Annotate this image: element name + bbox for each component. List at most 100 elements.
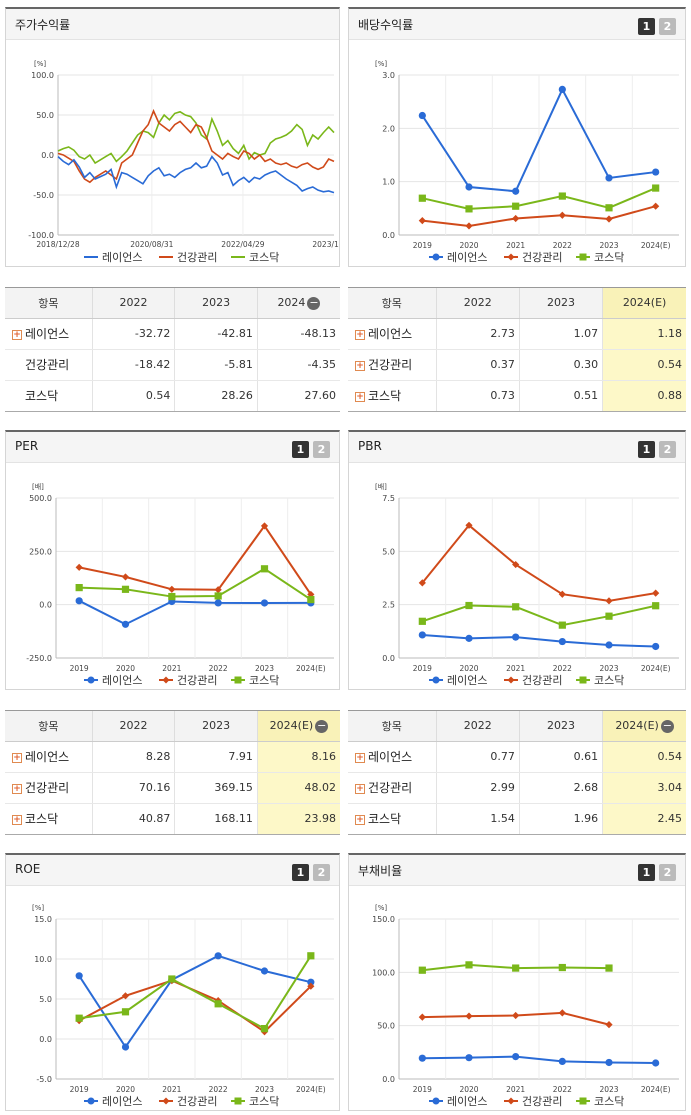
data-point [214, 599, 222, 607]
column-header: 항목 [348, 288, 437, 319]
data-point [214, 952, 222, 960]
x-tick-label: 2022 [553, 1085, 572, 1094]
value-cell: 0.73 [436, 380, 520, 411]
x-tick-label: 2024(E) [641, 1085, 671, 1094]
legend-label: 레이언스 [447, 674, 487, 687]
y-unit-label: [배] [375, 482, 387, 491]
tab-2[interactable]: 2 [313, 864, 330, 881]
data-point [558, 621, 566, 629]
data-point [512, 964, 520, 972]
row-label: 레이언스 [368, 750, 413, 764]
tab-2[interactable]: 2 [659, 441, 676, 458]
legend-marker [579, 1097, 587, 1105]
row-label: 건강관리 [368, 358, 413, 372]
series-line [78, 599, 311, 626]
legend-marker [507, 676, 515, 684]
column-header-label: 항목 [381, 296, 402, 310]
collapse-minus-icon[interactable]: − [660, 718, 674, 733]
tab-1[interactable]: 1 [638, 864, 655, 881]
series-line [79, 955, 312, 1030]
data-point [75, 584, 83, 592]
series-line [57, 108, 335, 184]
tab-1[interactable]: 1 [638, 441, 655, 458]
x-tick-label: 2021 [162, 664, 181, 673]
legend-label: 코스닥 [249, 674, 279, 687]
data-point [260, 1025, 269, 1033]
row-label-cell: + 코스닥 [348, 803, 437, 834]
expand-plus-icon[interactable]: + [355, 783, 365, 794]
expand-plus-icon[interactable]: + [355, 329, 365, 340]
collapse-minus-icon[interactable]: − [315, 718, 329, 733]
row-label: 코스닥 [25, 812, 59, 827]
x-tick-label: 2022 [209, 1085, 228, 1094]
y-tick-label: 3.0 [382, 71, 395, 80]
legend-label: 레이언스 [102, 251, 142, 264]
data-point [168, 592, 176, 601]
data-table: 항목 2022 2023 2024(E) − + 레이언스 0.77 0.61 0.54 + 건강관리… [348, 711, 686, 834]
tab-2[interactable]: 2 [313, 441, 330, 458]
legend-label: 건강관리 [522, 1095, 562, 1108]
y-tick-label: 100.0 [372, 968, 395, 977]
column-header: 2023 [519, 711, 604, 742]
value-cell: 28.26 [174, 380, 258, 411]
tab-1[interactable]: 1 [292, 864, 309, 881]
y-tick-label: 100.0 [31, 71, 54, 80]
value-cell: 0.54 [602, 349, 686, 381]
value-cell: 0.88 [602, 380, 686, 411]
value-cell: 8.28 [92, 741, 176, 773]
data-point [558, 1057, 566, 1065]
x-tick-label: 2023 [255, 1085, 274, 1094]
x-tick-label: 2022/04/29 [221, 240, 264, 249]
legend-label: 코스닥 [594, 1095, 624, 1108]
row-label: 건강관리 [368, 781, 413, 795]
panel-header: 주가수익률 [6, 9, 339, 40]
x-tick-label: 2020 [116, 664, 135, 673]
stock-return-table: 항목 2022 2023 2024− + 레이언스 -32.72 -42.81 -48.13 건강… [5, 287, 340, 412]
data-point [418, 631, 426, 639]
x-tick-label: 2022 [209, 664, 228, 673]
column-header-label: 2022 [119, 719, 148, 733]
y-unit-label: [%] [375, 904, 387, 912]
data-point [418, 617, 426, 625]
expand-plus-icon[interactable]: + [355, 752, 365, 763]
row-label: 코스닥 [368, 389, 402, 404]
series-line [57, 155, 335, 194]
column-header: 2024(E) − [602, 711, 686, 742]
data-point [260, 599, 269, 607]
tab-2[interactable]: 2 [659, 864, 676, 881]
tab-1[interactable]: 1 [638, 18, 655, 35]
legend-label: 코스닥 [249, 1095, 279, 1108]
table-row: + 코스닥 40.87 168.11 23.98 [5, 803, 340, 834]
expand-plus-icon[interactable]: + [12, 814, 22, 825]
column-header-label: 항목 [381, 719, 402, 733]
tab-1[interactable]: 1 [292, 441, 309, 458]
expand-plus-icon[interactable]: + [355, 814, 365, 825]
expand-plus-icon[interactable]: + [355, 391, 365, 402]
column-header-label: 2022 [119, 296, 148, 310]
value-cell: 27.60 [304, 389, 337, 403]
data-point [121, 585, 130, 593]
y-tick-label: 50.0 [377, 1022, 395, 1031]
expand-plus-icon[interactable]: + [355, 360, 365, 371]
collapse-minus-icon[interactable]: − [307, 295, 321, 310]
series-line [421, 523, 656, 602]
dividend-table: 항목 2022 2023 2024(E) + 레이언스 2.73 1.07 1.18 + 건강관리 0… [348, 287, 686, 412]
row-label: 레이언스 [25, 750, 70, 764]
expand-plus-icon[interactable]: + [12, 752, 22, 763]
row-label-cell: 건강관리 [5, 349, 93, 381]
tab-2[interactable]: 2 [659, 18, 676, 35]
value-cell: 0.37 [436, 349, 520, 381]
column-header: 2023 [174, 288, 258, 319]
table-row: + 레이언스 2.73 1.07 1.18 [348, 318, 686, 350]
expand-plus-icon[interactable]: + [12, 329, 22, 340]
expand-plus-icon[interactable]: + [12, 783, 22, 794]
column-header-label: 2024 [277, 296, 306, 309]
data-point [465, 521, 473, 529]
data-point [121, 573, 130, 581]
panel-title: PBR [358, 439, 382, 453]
y-tick-label: -50.0 [33, 191, 54, 200]
